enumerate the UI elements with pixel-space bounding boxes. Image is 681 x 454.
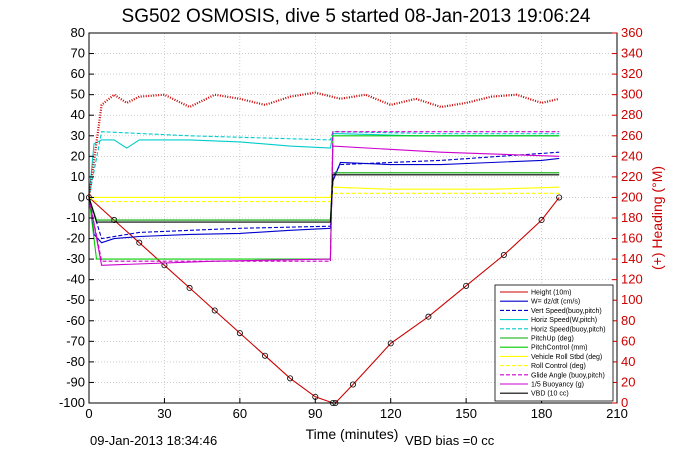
left-tick-label: 70 xyxy=(71,46,85,61)
series-marker xyxy=(463,282,470,289)
left-tick-label: 40 xyxy=(71,107,85,122)
left-tick-label: 50 xyxy=(71,87,85,102)
legend: Height (10m) W= dz/dt (cm/s) Vert Speed(bu… xyxy=(494,284,614,402)
x-axis: 0 30 60 90 120 150 180 210 xyxy=(85,398,628,421)
series-line xyxy=(88,196,560,404)
plot-lines xyxy=(86,91,563,406)
series-marker xyxy=(500,251,507,258)
right-tick-label: 200 xyxy=(621,189,643,204)
legend-label: Glide Angle (buoy,pitch) xyxy=(531,372,605,379)
left-tick-label: -40 xyxy=(66,272,85,287)
right-tick-label: 360 xyxy=(621,25,643,40)
right-tick-label: 280 xyxy=(621,107,643,122)
right-axis: 3603403203002802602402202001801601401201… xyxy=(612,25,643,410)
series-marker xyxy=(538,217,545,224)
left-tick-label: -50 xyxy=(66,292,85,307)
right-tick-label: 40 xyxy=(621,354,635,369)
left-tick-label: -80 xyxy=(66,354,85,369)
left-tick-label: -20 xyxy=(66,231,85,246)
series-line xyxy=(88,151,560,240)
series-line xyxy=(89,186,560,198)
right-tick-label: 140 xyxy=(621,251,643,266)
series-marker xyxy=(556,194,563,201)
series-marker xyxy=(425,313,432,320)
right-tick-label: 20 xyxy=(621,374,635,389)
right-tick-label: 160 xyxy=(621,231,643,246)
vbd-bias-label: VBD bias =0 cc xyxy=(405,433,495,448)
right-tick-label: 100 xyxy=(621,292,643,307)
legend-label: W= dz/dt (cm/s) xyxy=(531,299,580,306)
series-line xyxy=(88,131,560,198)
series-line xyxy=(87,91,560,198)
right-tick-label: 60 xyxy=(621,333,635,348)
x-axis-label: Time (minutes) xyxy=(306,426,399,442)
series-line xyxy=(88,157,560,244)
left-tick-label: 0 xyxy=(78,189,85,204)
series-marker xyxy=(387,340,394,347)
series-marker xyxy=(211,307,218,314)
left-tick-label: -100 xyxy=(59,395,85,410)
legend-label: Horiz Speed(buoy,pitch) xyxy=(531,326,606,333)
series-marker xyxy=(261,352,268,359)
legend-label: Vehicle Roll Stbd (deg) xyxy=(531,354,602,361)
right-tick-label: 180 xyxy=(621,210,643,225)
footer-timestamp: 09-Jan-2013 18:34:46 xyxy=(90,433,217,448)
x-tick-label: 120 xyxy=(380,406,402,421)
right-tick-label: 80 xyxy=(621,313,635,328)
legend-label: 1/5 Buoyancy (g) xyxy=(531,382,584,389)
left-tick-label: 60 xyxy=(71,66,85,81)
series-marker xyxy=(136,239,143,246)
left-axis: 80 70 60 50 40 30 20 10 0 -10 -20 -30 -40 -50 -60 -70 -8… xyxy=(59,25,94,410)
left-tick-label: -60 xyxy=(66,313,85,328)
legend-label: Height (10m) xyxy=(531,290,571,297)
series-line xyxy=(88,192,560,203)
legend-label: Vert Speed(buoy,pitch) xyxy=(531,308,602,315)
series-marker xyxy=(349,381,356,388)
left-tick-label: 20 xyxy=(71,148,85,163)
right-tick-label: 340 xyxy=(621,46,643,61)
right-axis-label: (+) Heading (°M) xyxy=(649,166,665,270)
series-line xyxy=(88,145,560,266)
left-tick-label: -70 xyxy=(66,333,85,348)
left-tick-label: 10 xyxy=(71,169,85,184)
legend-label: VBD (10 cc) xyxy=(531,391,569,398)
left-tick-label: 80 xyxy=(71,25,85,40)
series-marker xyxy=(236,330,243,337)
x-tick-label: 150 xyxy=(455,406,477,421)
x-tick-label: 60 xyxy=(233,406,247,421)
x-tick-label: 0 xyxy=(85,406,92,421)
x-tick-label: 90 xyxy=(308,406,322,421)
series-marker xyxy=(287,375,294,382)
right-tick-label: 220 xyxy=(621,169,643,184)
legend-label: PitchControl (mm) xyxy=(531,345,587,352)
series-line xyxy=(88,133,560,198)
legend-label: Roll Control (deg) xyxy=(531,363,586,370)
x-tick-label: 30 xyxy=(157,406,171,421)
x-tick-label: 210 xyxy=(606,406,628,421)
left-tick-label: 30 xyxy=(71,128,85,143)
grid xyxy=(89,33,617,403)
legend-label: Horiz Speed(W,pitch) xyxy=(531,317,597,324)
left-tick-label: -10 xyxy=(66,210,85,225)
right-tick-label: 120 xyxy=(621,272,643,287)
series-marker xyxy=(186,284,193,291)
right-tick-label: 240 xyxy=(621,148,643,163)
series-line xyxy=(88,174,560,223)
legend-label: PitchUp (deg) xyxy=(531,336,574,343)
right-tick-label: 260 xyxy=(621,128,643,143)
right-tick-label: 0 xyxy=(621,395,628,410)
right-tick-label: 320 xyxy=(621,66,643,81)
left-tick-label: -30 xyxy=(66,251,85,266)
left-tick-label: -90 xyxy=(66,374,85,389)
x-tick-label: 180 xyxy=(531,406,553,421)
right-tick-label: 300 xyxy=(621,87,643,102)
chart-title: SG502 OSMOSIS, dive 5 started 08-Jan-201… xyxy=(122,6,591,27)
